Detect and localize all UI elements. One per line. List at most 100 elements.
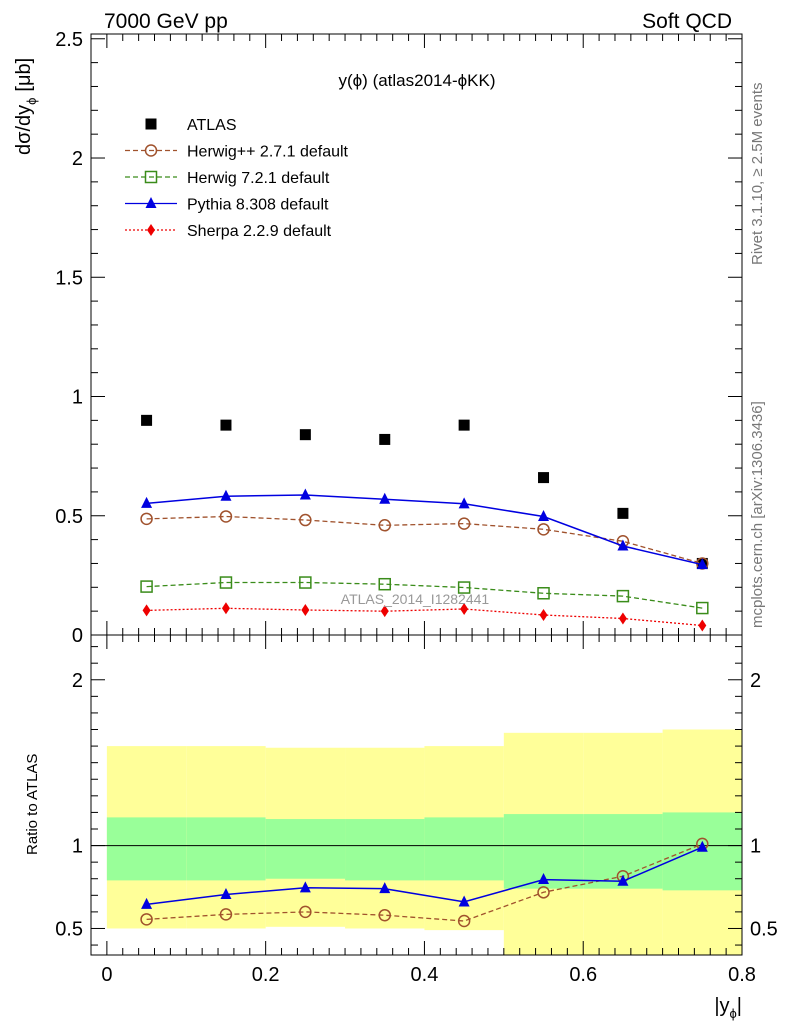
main-sherpa-2-2-9-default-line [146, 607, 703, 627]
y-tick-label: 2.5 [55, 29, 83, 51]
x-tick-label: 0.4 [411, 964, 439, 986]
main-atlas-point [141, 414, 153, 426]
main-pythia-8-308-default-point [299, 488, 311, 500]
ratio-pythia-8-308-default-point [538, 873, 550, 885]
main-pythia-8-308-default-point [538, 509, 550, 521]
ratio-pythia-8-308-default-point [220, 887, 232, 899]
ratio-y-tick-label-right: 0.5 [750, 918, 778, 940]
main-atlas-point [458, 419, 470, 431]
main-y-label-unit: [μb] [13, 58, 35, 92]
main-pythia-8-308-default-point [220, 489, 232, 501]
main-y-label-sub: ϕ [24, 98, 39, 105]
legend-label: Sherpa 2.2.9 default [187, 223, 332, 240]
header-right: Soft QCD [642, 10, 732, 33]
x-tick-label: 0.8 [728, 964, 756, 986]
uncertainty-band-inner [186, 817, 266, 881]
main-sherpa-2-2-9-default-point [221, 602, 230, 615]
ratio-frame [90, 634, 743, 956]
rivet-label: Rivet 3.1.10, ≥ 2.5M events [749, 83, 766, 266]
main-herwig-7-2-1-default-point [457, 581, 471, 594]
main-pythia-8-308-default-point [141, 496, 153, 508]
x-label-sub: ϕ [730, 1006, 737, 1021]
legend-label: Herwig 7.2.1 default [187, 170, 330, 187]
main-herwig-2-7-1-default-point [140, 512, 153, 526]
x-tick-label: 0.6 [569, 964, 597, 986]
main-herwig-7-2-1-default-point [616, 589, 630, 603]
ratio-herwig-2-7-1-default-point [378, 908, 391, 922]
x-label-main: |y [714, 995, 729, 1017]
uncertainty-band-inner [345, 819, 425, 881]
ratio-pythia-8-308-default-point [458, 895, 470, 907]
ratio-y-axis-label: Ratio to ATLAS [24, 754, 41, 855]
legend-marker [147, 224, 155, 236]
main-herwig-7-2-1-default-point [140, 580, 153, 593]
main-pythia-8-308-default-point [617, 539, 629, 551]
ratio-herwig-2-7-1-default-point [457, 914, 471, 928]
main-atlas-point [299, 429, 311, 441]
x-axis-label: |yϕ| [714, 995, 742, 1021]
legend-label: Pythia 8.308 default [187, 197, 329, 214]
ratio-pythia-8-308-default-line [146, 846, 703, 906]
main-herwig-7-2-1-default-point [299, 576, 312, 589]
ratio-y-tick-label: 2 [72, 670, 83, 692]
main-pythia-8-308-default-point [696, 558, 708, 570]
legend-marker [145, 197, 157, 208]
y-tick-label: 0 [72, 625, 83, 647]
main-herwig-2-7-1-default-point [537, 523, 550, 536]
y-tick-label: 1.5 [55, 267, 83, 289]
main-pythia-8-308-default-point [458, 497, 470, 509]
legend-marker [144, 144, 158, 157]
legend-marker [144, 170, 158, 184]
main-sherpa-2-2-9-default-point [539, 608, 548, 621]
main-herwig-2-7-1-default-point [457, 517, 471, 530]
main-herwig-7-2-1-default-point [696, 601, 709, 615]
main-atlas-point [617, 507, 629, 519]
ratio-y-tick-label-right: 1 [750, 836, 761, 858]
ratio-herwig-2-7-1-default-point [219, 908, 233, 921]
main-sherpa-2-2-9-default-point [380, 605, 389, 618]
legend: ATLAS Herwig++ 2.7.1 default Herwig 7.2.1 … [125, 117, 349, 240]
main-sherpa-2-2-9-default-point [142, 604, 151, 617]
main-herwig-7-2-1-default-point [378, 577, 391, 591]
main-atlas-point [379, 433, 391, 445]
main-sherpa-2-2-9-default-point [301, 603, 310, 616]
main-herwig-7-2-1-default-point [537, 587, 550, 600]
x-tick-label: 0 [101, 964, 112, 986]
ratio-y-tick-label: 1 [72, 836, 83, 858]
legend-label: ATLAS [187, 117, 237, 134]
main-herwig-2-7-1-default-line [146, 515, 703, 565]
y-tick-label: 1 [72, 387, 83, 409]
main-y-label-main: dσ/dy [13, 105, 35, 155]
ratio-pythia-8-308-default-point [617, 874, 629, 886]
y-tick-label: 0.5 [55, 506, 83, 528]
ratio-pythia-8-308-default-point [299, 881, 311, 893]
uncertainty-band-inner [265, 819, 346, 879]
main-atlas-point [538, 472, 550, 484]
main-y-axis-label: dσ/dyϕ [μb] [13, 58, 39, 155]
ratio-herwig-2-7-1-default-point [140, 913, 153, 926]
ratio-y-tick-label: 0.5 [55, 918, 83, 940]
watermark: ATLAS_2014_I1282441 [341, 591, 490, 607]
main-herwig-7-2-1-default-line [146, 581, 703, 609]
main-pythia-8-308-default-line [146, 494, 703, 566]
main-herwig-7-2-1-default-point [219, 576, 233, 589]
legend-marker [145, 118, 157, 130]
main-herwig-2-7-1-default-point [378, 519, 391, 532]
main-herwig-2-7-1-default-point [299, 513, 312, 527]
main-pythia-8-308-default-point [379, 492, 391, 504]
ratio-y-tick-label-right: 2 [750, 670, 761, 692]
header-left: 7000 GeV pp [104, 10, 228, 33]
uncertainty-band-inner [106, 817, 187, 881]
main-title: y(ϕ) (atlas2014-ϕKK) [339, 71, 496, 90]
ratio-panel: 0.5 0.5 1 1 2 2 0 0.2 0.4 0.6 0.8 [55, 634, 778, 986]
main-sherpa-2-2-9-default-point [698, 619, 707, 632]
x-tick-label: 0.2 [252, 964, 280, 986]
main-panel: 0 0.5 1 1.5 2 2.5 [55, 29, 743, 647]
ratio-herwig-2-7-1-default-point [299, 905, 312, 919]
uncertainty-band-inner [424, 817, 504, 881]
mcplots-label: mcplots.cern.ch [arXiv:1306.3436] [749, 401, 766, 628]
ratio-pythia-8-308-default-point [141, 897, 153, 909]
ratio-herwig-2-7-1-default-line [146, 843, 703, 922]
main-atlas-point [220, 419, 232, 431]
